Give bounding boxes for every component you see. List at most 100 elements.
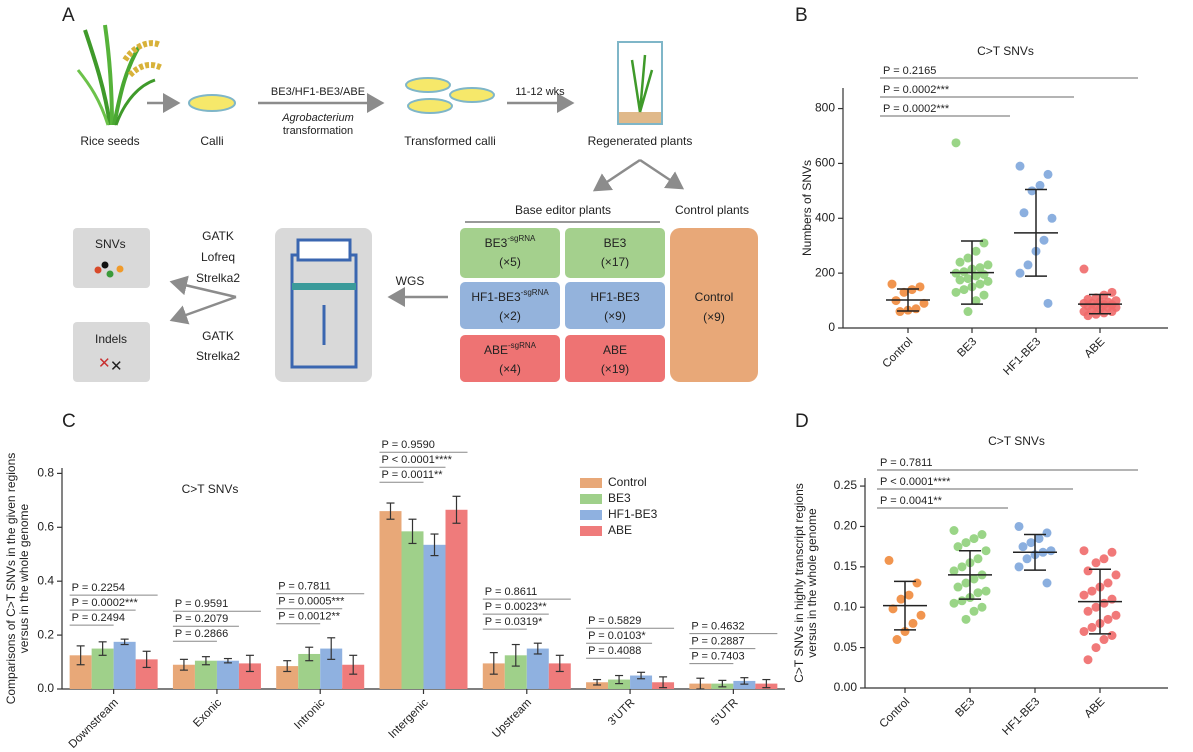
editor-name: ABE-sgRNA: [484, 341, 537, 357]
data-point: [892, 635, 902, 645]
p-value: P = 0.2887: [691, 636, 744, 648]
editor-name: HF1-BE3-sgRNA: [471, 288, 549, 304]
editor-name: HF1-BE3: [590, 290, 640, 304]
indel-box: [73, 322, 150, 382]
data-point: [961, 614, 971, 624]
data-point: [1107, 631, 1117, 640]
p-value: P = 0.2165: [883, 65, 936, 77]
y-tick-label: 0.2: [37, 627, 54, 641]
y-axis-label: Numbers of SNVs: [800, 160, 814, 256]
x-tick-label: Control: [878, 696, 913, 731]
y-tick-label: 0.0: [37, 681, 54, 695]
bar: [91, 648, 114, 689]
p-value: P = 0.0041**: [880, 495, 943, 507]
data-point: [949, 598, 959, 608]
data-point: [1027, 186, 1037, 196]
output-label: SNVs: [95, 237, 126, 251]
editor-name-main: BE3: [604, 236, 627, 250]
data-point: [1107, 287, 1117, 297]
p-value: P = 0.0005***: [278, 596, 345, 608]
data-point: [1083, 311, 1093, 321]
editor-count: (×5): [499, 255, 521, 269]
p-value: P = 0.4632: [691, 621, 744, 633]
plots: 0 200 400 600 800 Numbers of SNVs C>T SNVs Cont…: [4, 44, 1168, 751]
y-tick-label: 0.20: [834, 519, 858, 533]
data-point: [1046, 546, 1056, 556]
bar: [298, 653, 321, 689]
chart-title: C>T SNVs: [182, 482, 239, 496]
data-point: [983, 260, 993, 270]
panel-label: C: [62, 411, 76, 432]
p-value: P = 0.0023**: [485, 601, 548, 613]
data-point: [1091, 602, 1101, 612]
sequencer: [275, 228, 372, 382]
snv-box: [73, 228, 150, 288]
data-point: [1014, 521, 1024, 531]
data-point: [961, 538, 971, 548]
duration-label: 11-12 wks: [515, 86, 565, 98]
data-point: [1019, 208, 1029, 218]
data-point: [1039, 235, 1049, 245]
legend-label: Control: [608, 475, 647, 489]
editor-name-main: HF1-BE3: [590, 290, 640, 304]
editor-name-sup: -sgRNA: [508, 341, 537, 350]
data-point: [971, 246, 981, 256]
data-point: [1099, 635, 1109, 645]
legend-swatch: [580, 510, 602, 520]
data-point: [959, 267, 969, 277]
p-value: P = 0.9591: [175, 598, 228, 610]
snv-dots: [94, 261, 124, 278]
x-tick-label: Intronic: [292, 697, 327, 732]
x-tick-label: Exonic: [191, 697, 224, 730]
editor-name-sup: -sgRNA: [507, 234, 536, 243]
y-tick-label: 0: [828, 320, 835, 334]
data-point: [1042, 528, 1052, 538]
editor-name: BE3-sgRNA: [485, 234, 536, 250]
calli-dish: [188, 94, 236, 112]
data-point: [957, 596, 967, 606]
method-label: Agrobacterium: [281, 112, 354, 124]
data-point: [971, 296, 981, 306]
p-value: P < 0.0001****: [382, 454, 453, 466]
p-value: P = 0.0002***: [883, 84, 950, 96]
y-tick-label: 0.8: [37, 466, 54, 480]
data-point: [1099, 554, 1109, 564]
control-box: [670, 228, 758, 382]
legend-label: ABE: [608, 523, 632, 537]
data-point: [911, 304, 921, 314]
data-point: [1034, 534, 1044, 544]
step-label: Transformed calli: [404, 134, 496, 148]
x-tick-label: Downstream: [67, 697, 121, 751]
bar: [238, 663, 261, 689]
tool-label: Strelka2: [196, 271, 240, 285]
p-value: P = 0.2866: [175, 628, 228, 640]
p-value: P = 0.5829: [588, 615, 641, 627]
data-point: [1111, 570, 1121, 580]
p-value: P = 0.7811: [278, 581, 331, 593]
data-point: [1015, 161, 1025, 171]
bar: [526, 648, 549, 689]
p-value: P < 0.0001****: [880, 476, 951, 488]
y-tick-label: 0.10: [834, 599, 858, 613]
data-point: [969, 574, 979, 584]
bar: [401, 531, 424, 689]
data-point: [955, 257, 965, 267]
x-tick-label: Control: [881, 336, 916, 371]
data-point: [953, 542, 963, 552]
bar: [342, 664, 365, 689]
data-point: [1107, 307, 1117, 317]
data-point: [1015, 268, 1025, 278]
y-tick-label: 400: [815, 210, 835, 224]
editor-box: [565, 282, 665, 329]
data-point: [887, 279, 897, 289]
data-point: [1099, 598, 1109, 608]
transformed-calli-dishes: [405, 77, 495, 114]
data-point: [1091, 558, 1101, 568]
data-point: [1022, 554, 1032, 564]
p-value: P = 0.0012**: [278, 611, 341, 623]
data-point: [1083, 655, 1093, 665]
data-point: [896, 594, 906, 604]
y-tick-label: 0.05: [834, 640, 858, 654]
data-point: [1083, 606, 1093, 616]
